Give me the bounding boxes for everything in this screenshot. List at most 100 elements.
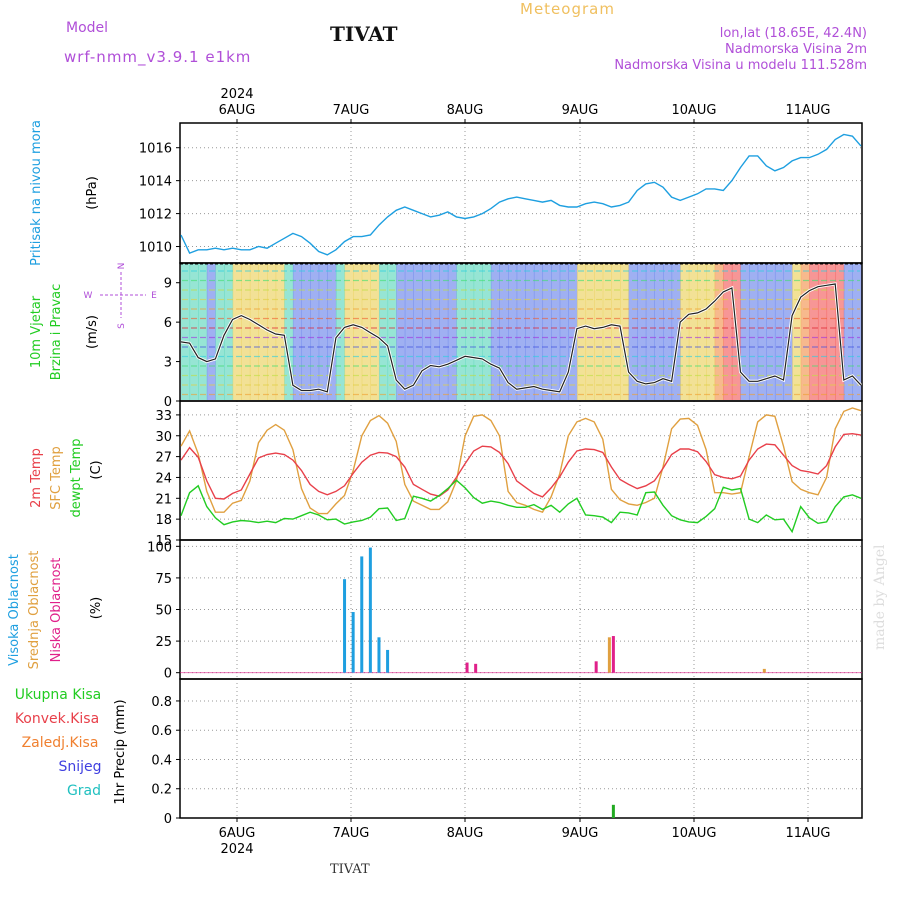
high-cloud-bar [360,556,364,673]
y-tick-label: 0 [164,812,172,827]
top-date-label: 8AUG [447,103,484,118]
wind-band [241,264,251,400]
precip-legend-1: Konvek.Kisa [15,711,99,727]
y-tick-label: 27 [155,451,172,466]
wind-band [249,264,259,400]
pressure-line [180,133,862,256]
wind-band [327,264,337,400]
y-tick-label: 33 [155,409,172,424]
mid-cloud-ylabel: Srednja Oblacnost [27,551,42,670]
y-tick-label: 1010 [139,241,172,256]
low-cloud-bar [465,662,469,673]
wind-band [181,264,191,400]
model-name: wrf-nmm_v3.9.1 e1km [64,48,252,66]
compass-s: S [117,323,127,329]
y-tick-label: 0.4 [151,753,172,768]
wind-band [525,264,535,400]
precip-legend-4: Grad [67,783,101,799]
bottom-station-label: TIVAT [330,862,370,877]
wind-band [594,264,604,400]
precip-bar [611,804,615,818]
precip-legend-0: Ukupna Kisa [15,687,102,703]
panel-frame [179,122,863,264]
y-tick-label: 0.6 [151,724,172,739]
wind-band [318,264,328,400]
bottom-date-label: 9AUG [562,826,599,841]
y-tick-label: 75 [155,572,172,587]
wind-band [602,264,612,400]
dewpt-ylabel: dewpt Temp [69,438,84,517]
wind-band [757,264,767,400]
bottom-date-label: 11AUG [785,826,830,841]
wind-band [774,264,785,400]
wind-band [542,264,552,400]
bottom-date-label: 10AUG [671,826,716,841]
compass-w: W [84,291,93,301]
wind-band [508,264,518,400]
wind-band [576,264,587,400]
wind-band [198,264,208,400]
compass-n: N [117,263,127,270]
model-elevation-label: Nadmorska Visina u modelu 111.528m [614,58,867,73]
bottom-date-label: 8AUG [447,826,484,841]
bottom-date-label: 7AUG [333,826,370,841]
wind-band [766,264,776,400]
y-tick-label: 1012 [139,208,172,223]
high-cloud-bar [368,547,372,673]
temp2m-ylabel: 2m Temp [29,448,44,508]
y-tick-label: 6 [164,316,172,331]
wind-band [740,264,750,400]
cloud-unit: (%) [89,597,104,620]
top-date-label: 11AUG [785,103,830,118]
wind-band [680,264,690,400]
wind-band [499,264,509,400]
wind-band [783,264,793,400]
sfc-temp-ylabel: SFC Temp [49,446,64,510]
low-cloud-bar [611,636,615,673]
top-date-label: 10AUG [671,103,716,118]
top-date-label: 6AUG [219,103,256,118]
y-tick-label: 30 [155,430,172,445]
wind-band [792,264,802,400]
wind-band [215,264,225,400]
y-tick-label: 9 [164,277,172,292]
y-tick-label: 0.8 [151,695,172,710]
high-cloud-bar [351,612,355,673]
wind-band [224,264,234,400]
high-cloud-ylabel: Visoka Oblacnost [7,554,22,666]
wind-band [619,264,630,400]
y-tick-label: 0 [164,667,172,682]
y-tick-label: 18 [155,513,172,528]
wind-band [465,264,475,400]
wind-band [396,264,406,400]
wind-band [361,264,371,400]
wind-band [378,264,389,400]
wind-band [663,264,673,400]
y-tick-label: 3 [164,356,172,371]
wind-band [688,264,698,400]
y-tick-label: 50 [155,604,172,619]
high-cloud-bar [377,637,381,673]
wind-band [284,264,294,400]
low-cloud-ylabel: Niska Oblacnost [49,558,64,663]
wind-unit: (m/s) [85,315,100,349]
wind-band [723,264,733,400]
temp-unit: (C) [89,460,104,479]
top-year-label: 2024 [220,87,253,102]
bottom-year-label: 2024 [220,842,253,857]
wind-band [370,264,380,400]
low-cloud-bar [474,663,478,673]
wind-band [628,264,638,400]
wind-band [706,264,716,400]
low-cloud-bar [594,661,598,673]
mid-cloud-bar [762,668,766,673]
elevation-label: Nadmorska Visina 2m [725,42,867,57]
high-cloud-bar [343,579,347,673]
y-tick-label: 0.2 [151,783,172,798]
wind-band [809,264,819,400]
wind-band [697,264,707,400]
high-cloud-bar [386,649,390,673]
wind-band [206,264,216,400]
wind-band [292,264,303,400]
